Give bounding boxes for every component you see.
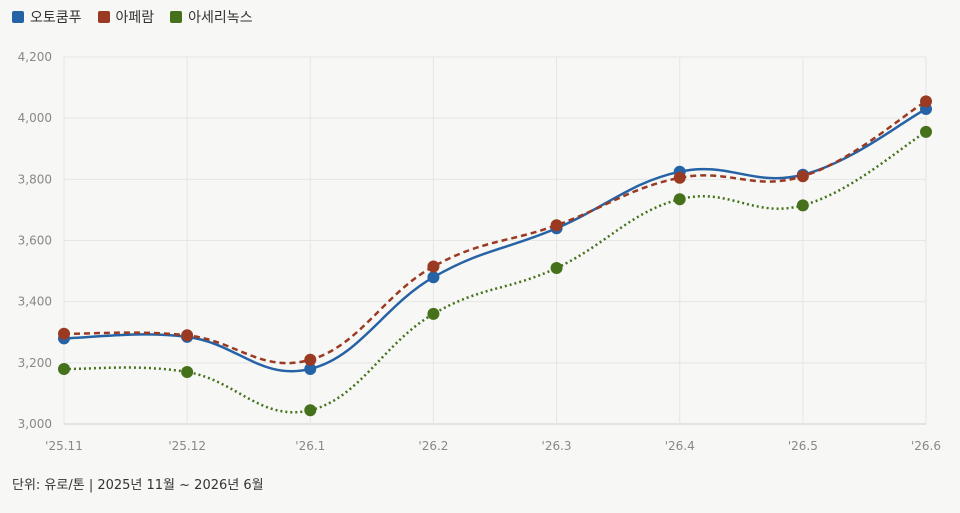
chart-footnote: 단위: 유로/톤 | 2025년 11월 ~ 2026년 6월 bbox=[12, 478, 264, 493]
series-2-point bbox=[58, 362, 70, 375]
y-tick-label: 3,000 bbox=[18, 417, 52, 431]
legend-swatch-outokumpu bbox=[12, 11, 24, 23]
x-tick-label: '26.6 bbox=[911, 439, 941, 453]
series-0-point bbox=[427, 271, 440, 284]
x-tick-label: '25.11 bbox=[45, 439, 83, 453]
x-tick-label: '26.4 bbox=[665, 439, 695, 453]
series-2-point bbox=[304, 404, 317, 417]
y-tick-label: 4,200 bbox=[18, 50, 52, 64]
legend-item-outokumpu[interactable]: 오토쿰푸 bbox=[12, 7, 82, 27]
x-tick-label: '26.2 bbox=[418, 439, 448, 453]
legend-label-aperam: 아페람 bbox=[115, 10, 155, 26]
series-2-point bbox=[550, 262, 563, 275]
series-1-point bbox=[58, 327, 70, 340]
legend: 오토쿰푸 아페람 아세리녹스 bbox=[12, 7, 253, 27]
series-1-point bbox=[796, 170, 809, 183]
x-tick-label: '26.5 bbox=[788, 439, 818, 453]
legend-item-acerinox[interactable]: 아세리녹스 bbox=[170, 7, 253, 27]
legend-swatch-aperam bbox=[97, 11, 110, 23]
series-line-1 bbox=[63, 100, 927, 365]
series-2-point bbox=[920, 125, 932, 138]
series-1-point bbox=[673, 171, 686, 184]
series-2-point bbox=[673, 193, 686, 206]
series-1-point bbox=[550, 219, 563, 232]
series-line-2 bbox=[63, 130, 927, 414]
legend-item-aperam[interactable]: 아페람 bbox=[97, 7, 155, 27]
x-tick-label: '25.12 bbox=[168, 439, 206, 453]
y-tick-label: 3,600 bbox=[18, 234, 52, 248]
series-1-point bbox=[181, 329, 194, 342]
series-2-point bbox=[181, 366, 194, 379]
series-2-point bbox=[796, 199, 809, 212]
x-tick-label: '26.1 bbox=[295, 439, 325, 453]
y-tick-label: 3,400 bbox=[18, 295, 52, 309]
legend-swatch-acerinox bbox=[170, 11, 183, 23]
series-1-point bbox=[427, 260, 440, 273]
legend-label-outokumpu: 오토쿰푸 bbox=[30, 10, 82, 26]
x-tick-label: '26.3 bbox=[542, 439, 572, 453]
series-2-point bbox=[427, 307, 440, 320]
series-0-point bbox=[304, 362, 317, 375]
series-line-0 bbox=[63, 107, 927, 373]
series-1-point bbox=[920, 95, 932, 108]
y-tick-label: 3,200 bbox=[18, 356, 52, 370]
series-1-point bbox=[304, 353, 317, 366]
legend-label-acerinox: 아세리녹스 bbox=[188, 10, 253, 26]
y-tick-label: 3,800 bbox=[18, 172, 52, 186]
y-tick-label: 4,000 bbox=[18, 111, 52, 125]
